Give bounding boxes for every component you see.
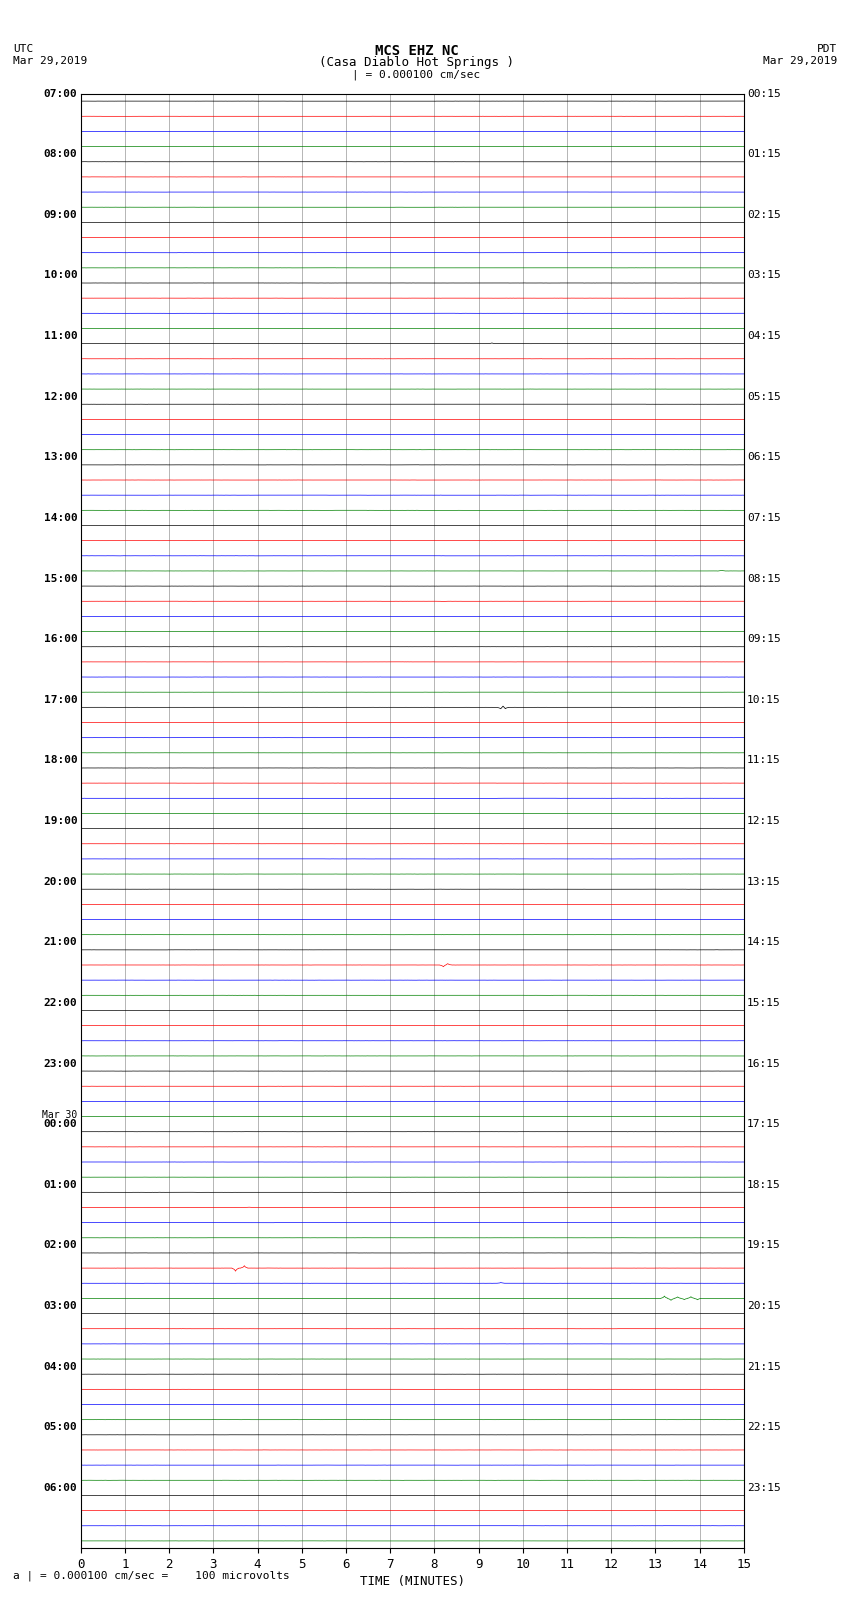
Text: 05:00: 05:00 bbox=[43, 1423, 77, 1432]
Text: 02:15: 02:15 bbox=[747, 210, 781, 219]
Text: 00:15: 00:15 bbox=[747, 89, 781, 98]
Text: Mar 29,2019: Mar 29,2019 bbox=[763, 56, 837, 66]
Text: 16:00: 16:00 bbox=[43, 634, 77, 644]
Text: 08:15: 08:15 bbox=[747, 574, 781, 584]
Text: PDT: PDT bbox=[817, 44, 837, 55]
Text: 18:15: 18:15 bbox=[747, 1179, 781, 1190]
Text: 01:15: 01:15 bbox=[747, 148, 781, 160]
Text: 19:15: 19:15 bbox=[747, 1240, 781, 1250]
X-axis label: TIME (MINUTES): TIME (MINUTES) bbox=[360, 1576, 465, 1589]
Text: 01:00: 01:00 bbox=[43, 1179, 77, 1190]
Text: Mar 29,2019: Mar 29,2019 bbox=[13, 56, 87, 66]
Text: 19:00: 19:00 bbox=[43, 816, 77, 826]
Text: 22:00: 22:00 bbox=[43, 998, 77, 1008]
Text: | = 0.000100 cm/sec: | = 0.000100 cm/sec bbox=[353, 69, 480, 81]
Text: 06:15: 06:15 bbox=[747, 452, 781, 463]
Text: 21:15: 21:15 bbox=[747, 1361, 781, 1371]
Text: 02:00: 02:00 bbox=[43, 1240, 77, 1250]
Text: 17:00: 17:00 bbox=[43, 695, 77, 705]
Text: 13:15: 13:15 bbox=[747, 876, 781, 887]
Text: MCS EHZ NC: MCS EHZ NC bbox=[375, 44, 458, 58]
Text: 15:15: 15:15 bbox=[747, 998, 781, 1008]
Text: 16:15: 16:15 bbox=[747, 1058, 781, 1068]
Text: Mar 30: Mar 30 bbox=[42, 1110, 77, 1119]
Text: 23:15: 23:15 bbox=[747, 1482, 781, 1494]
Text: 20:15: 20:15 bbox=[747, 1302, 781, 1311]
Text: 12:15: 12:15 bbox=[747, 816, 781, 826]
Text: 08:00: 08:00 bbox=[43, 148, 77, 160]
Text: 10:15: 10:15 bbox=[747, 695, 781, 705]
Text: 04:00: 04:00 bbox=[43, 1361, 77, 1371]
Text: 05:15: 05:15 bbox=[747, 392, 781, 402]
Text: 03:00: 03:00 bbox=[43, 1302, 77, 1311]
Text: 21:00: 21:00 bbox=[43, 937, 77, 947]
Text: 11:00: 11:00 bbox=[43, 331, 77, 340]
Text: 20:00: 20:00 bbox=[43, 876, 77, 887]
Text: 07:15: 07:15 bbox=[747, 513, 781, 523]
Text: 09:15: 09:15 bbox=[747, 634, 781, 644]
Text: 11:15: 11:15 bbox=[747, 755, 781, 766]
Text: 04:15: 04:15 bbox=[747, 331, 781, 340]
Text: 10:00: 10:00 bbox=[43, 271, 77, 281]
Text: 06:00: 06:00 bbox=[43, 1482, 77, 1494]
Text: 12:00: 12:00 bbox=[43, 392, 77, 402]
Text: UTC: UTC bbox=[13, 44, 33, 55]
Text: 13:00: 13:00 bbox=[43, 452, 77, 463]
Text: 14:00: 14:00 bbox=[43, 513, 77, 523]
Text: 09:00: 09:00 bbox=[43, 210, 77, 219]
Text: 00:00: 00:00 bbox=[43, 1119, 77, 1129]
Text: 14:15: 14:15 bbox=[747, 937, 781, 947]
Text: 07:00: 07:00 bbox=[43, 89, 77, 98]
Text: 22:15: 22:15 bbox=[747, 1423, 781, 1432]
Text: 17:15: 17:15 bbox=[747, 1119, 781, 1129]
Text: 18:00: 18:00 bbox=[43, 755, 77, 766]
Text: a | = 0.000100 cm/sec =    100 microvolts: a | = 0.000100 cm/sec = 100 microvolts bbox=[13, 1569, 290, 1581]
Text: 23:00: 23:00 bbox=[43, 1058, 77, 1068]
Text: 03:15: 03:15 bbox=[747, 271, 781, 281]
Text: (Casa Diablo Hot Springs ): (Casa Diablo Hot Springs ) bbox=[319, 56, 514, 69]
Text: 15:00: 15:00 bbox=[43, 574, 77, 584]
